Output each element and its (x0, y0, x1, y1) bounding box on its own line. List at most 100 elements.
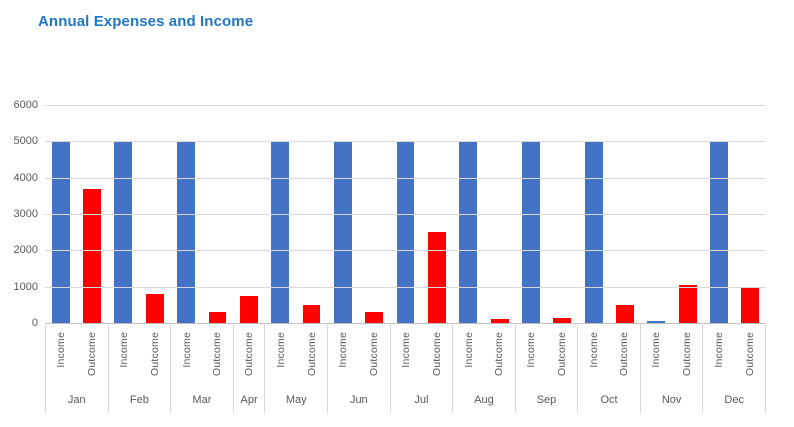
series-label: Income (337, 332, 350, 368)
month-label-row: Oct (578, 387, 640, 413)
bar-outcome-oct (616, 304, 634, 323)
bar-slot (108, 105, 139, 323)
series-label-slot: Outcome (139, 323, 170, 387)
y-tick-label: 3000 (13, 208, 38, 220)
bar-group-aug (453, 105, 516, 323)
bar-outcome-jun (365, 312, 384, 323)
x-group-mar: Income Outcome Mar (171, 323, 234, 413)
series-label: Income (55, 332, 68, 368)
series-label-row: Income Outcome (328, 323, 390, 387)
bar-slot (327, 105, 358, 323)
series-label: Outcome (211, 332, 224, 376)
bar-group-sep (515, 105, 578, 323)
series-label-slot: Outcome (547, 323, 578, 387)
bar-slot (735, 105, 766, 323)
month-label-row: Jan (46, 387, 108, 413)
series-label: Outcome (148, 332, 161, 376)
x-group-nov: Income Outcome Nov (641, 323, 704, 413)
x-group-aug: Income Outcome Aug (453, 323, 516, 413)
gridline (45, 250, 766, 252)
series-label: Income (274, 332, 287, 368)
series-label: Income (462, 332, 475, 368)
month-label-row: Feb (109, 387, 171, 413)
bar-income-jan (51, 141, 70, 323)
series-label-slot: Outcome (234, 323, 265, 387)
series-label-slot: Income (391, 323, 422, 387)
bar-slot (547, 105, 578, 323)
bar-slot (45, 105, 76, 323)
bar-income-may (271, 141, 290, 323)
x-group-may: Income Outcome May (265, 323, 329, 413)
bar-slot (264, 105, 295, 323)
x-axis: Income Outcome Jan Income Outcome Feb Income Ou… (45, 323, 766, 413)
bar-slot (421, 105, 452, 323)
series-label: Outcome (618, 332, 631, 376)
bar-slot (672, 105, 703, 323)
month-label-row: May (265, 387, 327, 413)
x-group-apr: Outcome Apr (234, 323, 266, 413)
y-tick-label: 6000 (13, 99, 38, 111)
bar-income-nov (647, 321, 666, 323)
bar-slot (515, 105, 546, 323)
bar-slot (641, 105, 672, 323)
bar-slot (170, 105, 201, 323)
gridline (45, 105, 766, 106)
bar-outcome-nov (678, 284, 697, 323)
series-label: Income (712, 332, 725, 368)
month-label-row: Jul (391, 387, 453, 413)
bar-group-feb (108, 105, 171, 323)
series-label-row: Income Outcome (703, 323, 765, 387)
bar-outcome-may (302, 304, 321, 323)
x-group-sep: Income Outcome Sep (516, 323, 579, 413)
series-label-row: Income Outcome (171, 323, 233, 387)
series-label: Income (587, 332, 600, 368)
bar-slot (578, 105, 609, 323)
month-label-row: Aug (453, 387, 515, 413)
month-label-row: Apr (234, 387, 265, 413)
series-label-row: Income Outcome (46, 323, 108, 387)
bar-slot (453, 105, 484, 323)
bar-outcome-dec (741, 288, 760, 323)
bar-group-may (264, 105, 327, 323)
month-label: Sep (536, 394, 557, 406)
series-label-slot: Income (453, 323, 484, 387)
bar-group-oct (578, 105, 641, 323)
x-axis-line (45, 323, 766, 324)
series-label-slot: Income (109, 323, 140, 387)
y-tick-label: 4000 (13, 171, 38, 184)
series-label: Outcome (368, 332, 381, 376)
series-label-row: Income Outcome (391, 323, 453, 387)
chart-title: Annual Expenses and Income (38, 13, 254, 30)
bar-income-jun (333, 141, 352, 323)
month-label: Nov (661, 394, 682, 406)
series-label-row: Income Outcome (578, 323, 640, 387)
bar-income-aug (459, 141, 478, 323)
bar-slot (202, 105, 233, 323)
series-label-slot: Income (265, 323, 296, 387)
bar-slot (703, 105, 734, 323)
bar-outcome-feb (145, 293, 164, 323)
month-label: Oct (600, 394, 618, 406)
series-label-slot: Outcome (77, 323, 108, 387)
series-label-row: Income Outcome (109, 323, 171, 387)
bar-slot (76, 105, 107, 323)
series-label-slot: Outcome (609, 323, 640, 387)
bar-slot (233, 105, 264, 323)
bar-outcome-jul (427, 232, 446, 323)
month-label: Aug (474, 394, 494, 406)
x-group-feb: Income Outcome Feb (109, 323, 172, 413)
bar-slot (484, 105, 515, 323)
series-label-slot: Income (46, 323, 77, 387)
series-label-slot: Outcome (484, 323, 515, 387)
bar-income-sep (522, 141, 540, 323)
series-label-slot: Outcome (734, 323, 765, 387)
series-label-row: Income Outcome (265, 323, 327, 387)
bar-slot (296, 105, 327, 323)
month-label: May (285, 394, 307, 406)
series-label: Outcome (430, 332, 443, 376)
bar-outcome-mar (208, 312, 227, 323)
month-label: Jun (349, 394, 368, 406)
bar-outcome-sep (553, 317, 572, 323)
series-label-slot: Outcome (359, 323, 390, 387)
